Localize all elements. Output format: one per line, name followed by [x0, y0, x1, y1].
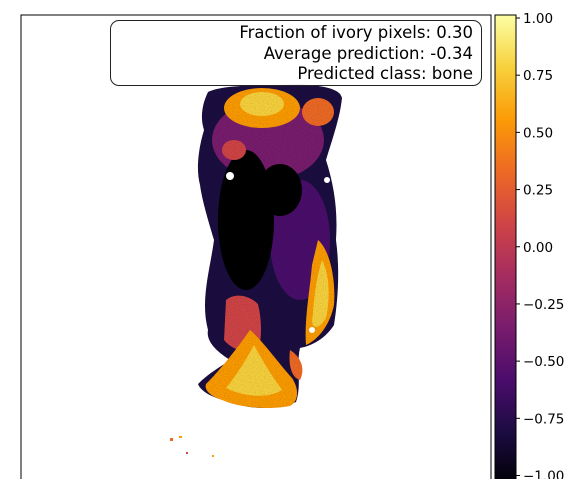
heatmap-hotspot	[312, 260, 329, 327]
info-line-fraction: Fraction of ivory pixels: 0.30	[239, 23, 473, 42]
heatmap-speck	[186, 452, 188, 454]
colorbar-tick-label: 0.00	[523, 240, 553, 256]
heatmap-mask-hole	[324, 177, 330, 183]
heatmap-patch	[258, 164, 302, 216]
heatmap-hotspot	[302, 98, 334, 126]
colorbar-tick-label: −0.25	[523, 297, 564, 313]
colorbar-tick-label: −0.50	[523, 354, 564, 370]
colorbar-frame	[494, 14, 517, 479]
colorbar-ticks: 1.00 0.75 0.50 0.25 0.00 −0.25 −0.50 −0.75 −1.00	[516, 11, 564, 479]
colorbar-tick-label: 0.75	[523, 68, 553, 84]
heatmap-image	[170, 84, 342, 457]
heatmap-mask-hole	[309, 327, 315, 333]
heatmap-hotspot	[240, 92, 284, 116]
heatmap-axes-frame	[20, 14, 492, 479]
heatmap-speck	[179, 436, 182, 438]
colorbar-tick-label: −1.00	[523, 469, 564, 479]
heatmap-speck	[212, 455, 214, 457]
colorbar-tick-label: 0.50	[523, 125, 553, 141]
heatmap-region	[197, 84, 342, 408]
heatmap-speck	[170, 438, 173, 441]
heatmap-hotspot	[222, 140, 246, 160]
colorbar-gradient-bar	[495, 15, 516, 479]
info-line-class: Predicted class: bone	[297, 64, 473, 83]
heatmap-hotspot	[289, 350, 303, 380]
info-box: Fraction of ivory pixels: 0.30 Average p…	[110, 20, 482, 86]
colorbar-tick-label: 0.25	[523, 183, 553, 199]
colorbar: 1.00 0.75 0.50 0.25 0.00 −0.25 −0.50 −0.75 −1.00	[494, 11, 564, 479]
colorbar-tick-label: 1.00	[523, 11, 553, 27]
heatmap-mask-hole	[226, 172, 234, 180]
colorbar-tick-label: −0.75	[523, 411, 564, 427]
info-line-average: Average prediction: -0.34	[263, 43, 473, 63]
heatmap-hotspot	[226, 345, 282, 396]
